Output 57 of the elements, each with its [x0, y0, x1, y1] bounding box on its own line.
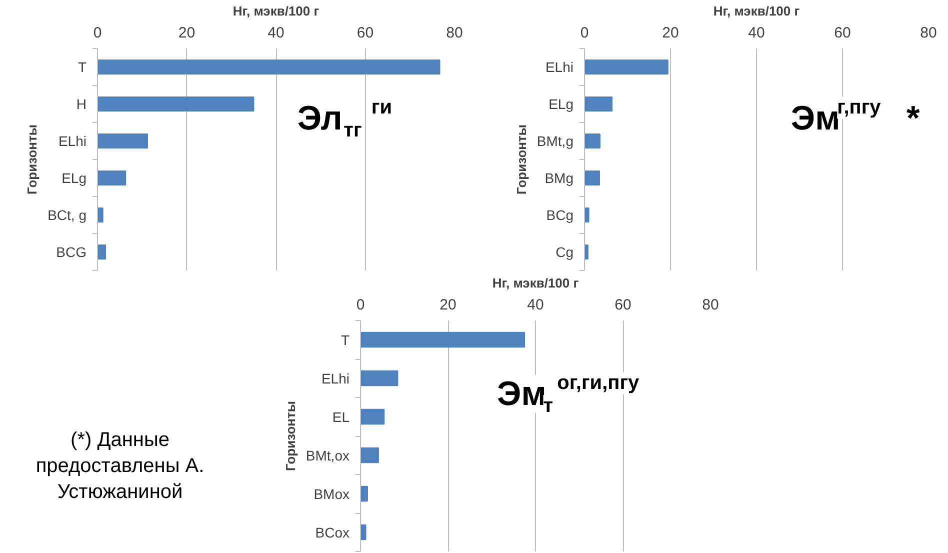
x-tick-label: 20 — [440, 296, 456, 314]
bar — [360, 524, 366, 540]
x-tick-label: 60 — [614, 296, 632, 314]
x-axis-title: Нг, мэкв/100 г — [232, 4, 320, 18]
bar — [584, 96, 613, 112]
bar — [98, 59, 440, 75]
y-axis-title: Горизонты — [24, 124, 40, 194]
x-tick-label: 20 — [662, 24, 679, 42]
bar — [98, 244, 106, 260]
bar — [360, 332, 526, 348]
y-tick-label: ELg — [62, 170, 87, 186]
x-axis-title: Нг, мэкв/100 г — [492, 276, 580, 290]
y-tick-label: T — [340, 332, 350, 348]
y-tick-label: BMt,ox — [306, 447, 350, 464]
y-tick-label: BCg — [546, 207, 574, 223]
bar — [360, 408, 385, 425]
y-tick-label: BCG — [56, 244, 87, 260]
y-tick-label: EL — [332, 408, 350, 425]
y-tick-label: BMox — [314, 486, 350, 502]
x-tick-label: 40 — [268, 24, 284, 42]
x-tick-label: 40 — [748, 24, 765, 42]
y-tick-label: Cg — [556, 244, 574, 260]
bar — [98, 207, 104, 223]
y-tick-label: ELhi — [545, 59, 574, 75]
y-tick-label: BMg — [544, 170, 574, 186]
x-tick-label: 0 — [93, 24, 102, 42]
annotation: (*) Данные предоставлены А. Устюжаниной — [34, 428, 206, 505]
bar — [98, 96, 254, 112]
bar — [584, 207, 590, 223]
bar — [360, 486, 368, 502]
y-tick-label: ELg — [548, 96, 574, 112]
bar — [360, 447, 379, 464]
bar — [584, 59, 668, 75]
bar — [98, 133, 148, 149]
x-axis-title: Нг, мэкв/100 г — [713, 4, 800, 18]
y-tick-label: BMt,g — [536, 133, 574, 149]
x-tick-label: 0 — [580, 24, 589, 42]
y-tick-label: H — [76, 96, 87, 112]
bar — [98, 170, 126, 186]
y-tick-label: ELhi — [321, 370, 350, 386]
x-tick-label: 80 — [446, 24, 463, 42]
bar — [584, 170, 600, 186]
y-tick-label: BCt, g — [48, 207, 87, 223]
bar — [584, 133, 600, 149]
x-tick-label: 0 — [356, 296, 365, 314]
y-tick-label: ELhi — [58, 133, 87, 149]
bar — [360, 370, 398, 386]
y-axis-title: Горизонты — [514, 124, 529, 194]
y-tick-label: T — [78, 59, 87, 75]
y-axis-title: Горизонты — [282, 401, 298, 471]
y-tick-label: BCox — [315, 524, 350, 540]
x-tick-label: 60 — [834, 24, 851, 42]
x-tick-label: 60 — [356, 24, 374, 42]
x-tick-label: 40 — [527, 296, 544, 314]
x-tick-label: 20 — [178, 24, 196, 42]
x-tick-label: 80 — [920, 24, 937, 42]
x-tick-label: 80 — [702, 296, 719, 314]
